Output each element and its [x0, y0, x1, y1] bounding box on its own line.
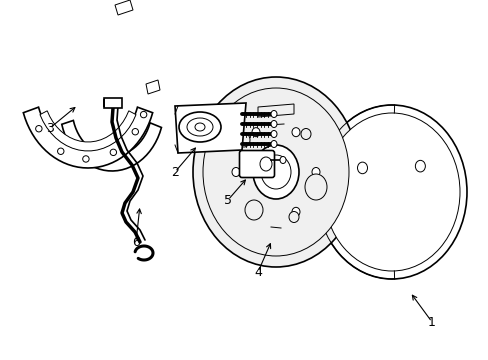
Ellipse shape	[231, 167, 240, 176]
Ellipse shape	[251, 207, 260, 216]
Ellipse shape	[244, 200, 263, 220]
Ellipse shape	[301, 129, 310, 140]
Text: 2: 2	[171, 166, 179, 179]
FancyBboxPatch shape	[239, 150, 274, 177]
Text: 6: 6	[132, 236, 140, 249]
Ellipse shape	[280, 157, 285, 163]
Polygon shape	[23, 107, 152, 168]
Ellipse shape	[414, 160, 425, 172]
Ellipse shape	[260, 157, 271, 171]
Ellipse shape	[193, 77, 358, 267]
Polygon shape	[146, 80, 160, 94]
Ellipse shape	[132, 129, 138, 135]
Ellipse shape	[357, 162, 367, 174]
Ellipse shape	[252, 145, 298, 199]
Ellipse shape	[270, 131, 276, 138]
Ellipse shape	[261, 155, 290, 189]
Polygon shape	[175, 103, 245, 153]
Ellipse shape	[82, 156, 89, 162]
Ellipse shape	[238, 133, 249, 147]
Ellipse shape	[186, 118, 213, 136]
Ellipse shape	[311, 167, 319, 176]
Polygon shape	[258, 104, 293, 117]
Ellipse shape	[58, 148, 64, 154]
Polygon shape	[61, 121, 161, 171]
Ellipse shape	[36, 126, 42, 132]
Ellipse shape	[291, 207, 299, 216]
Ellipse shape	[291, 128, 299, 137]
Ellipse shape	[270, 121, 276, 127]
Ellipse shape	[195, 123, 204, 131]
Ellipse shape	[110, 149, 116, 156]
Ellipse shape	[140, 111, 146, 118]
Text: 1: 1	[427, 316, 435, 329]
Ellipse shape	[305, 174, 326, 200]
Ellipse shape	[316, 105, 466, 279]
Text: 4: 4	[254, 266, 262, 279]
Text: 3: 3	[46, 122, 54, 135]
Ellipse shape	[288, 212, 298, 222]
Ellipse shape	[270, 111, 276, 117]
Polygon shape	[104, 98, 122, 108]
Polygon shape	[40, 111, 136, 151]
Ellipse shape	[270, 140, 276, 148]
Ellipse shape	[251, 128, 260, 137]
Ellipse shape	[179, 112, 221, 142]
Polygon shape	[115, 0, 133, 15]
Ellipse shape	[324, 113, 459, 271]
Ellipse shape	[203, 88, 348, 256]
Text: 5: 5	[224, 194, 231, 207]
